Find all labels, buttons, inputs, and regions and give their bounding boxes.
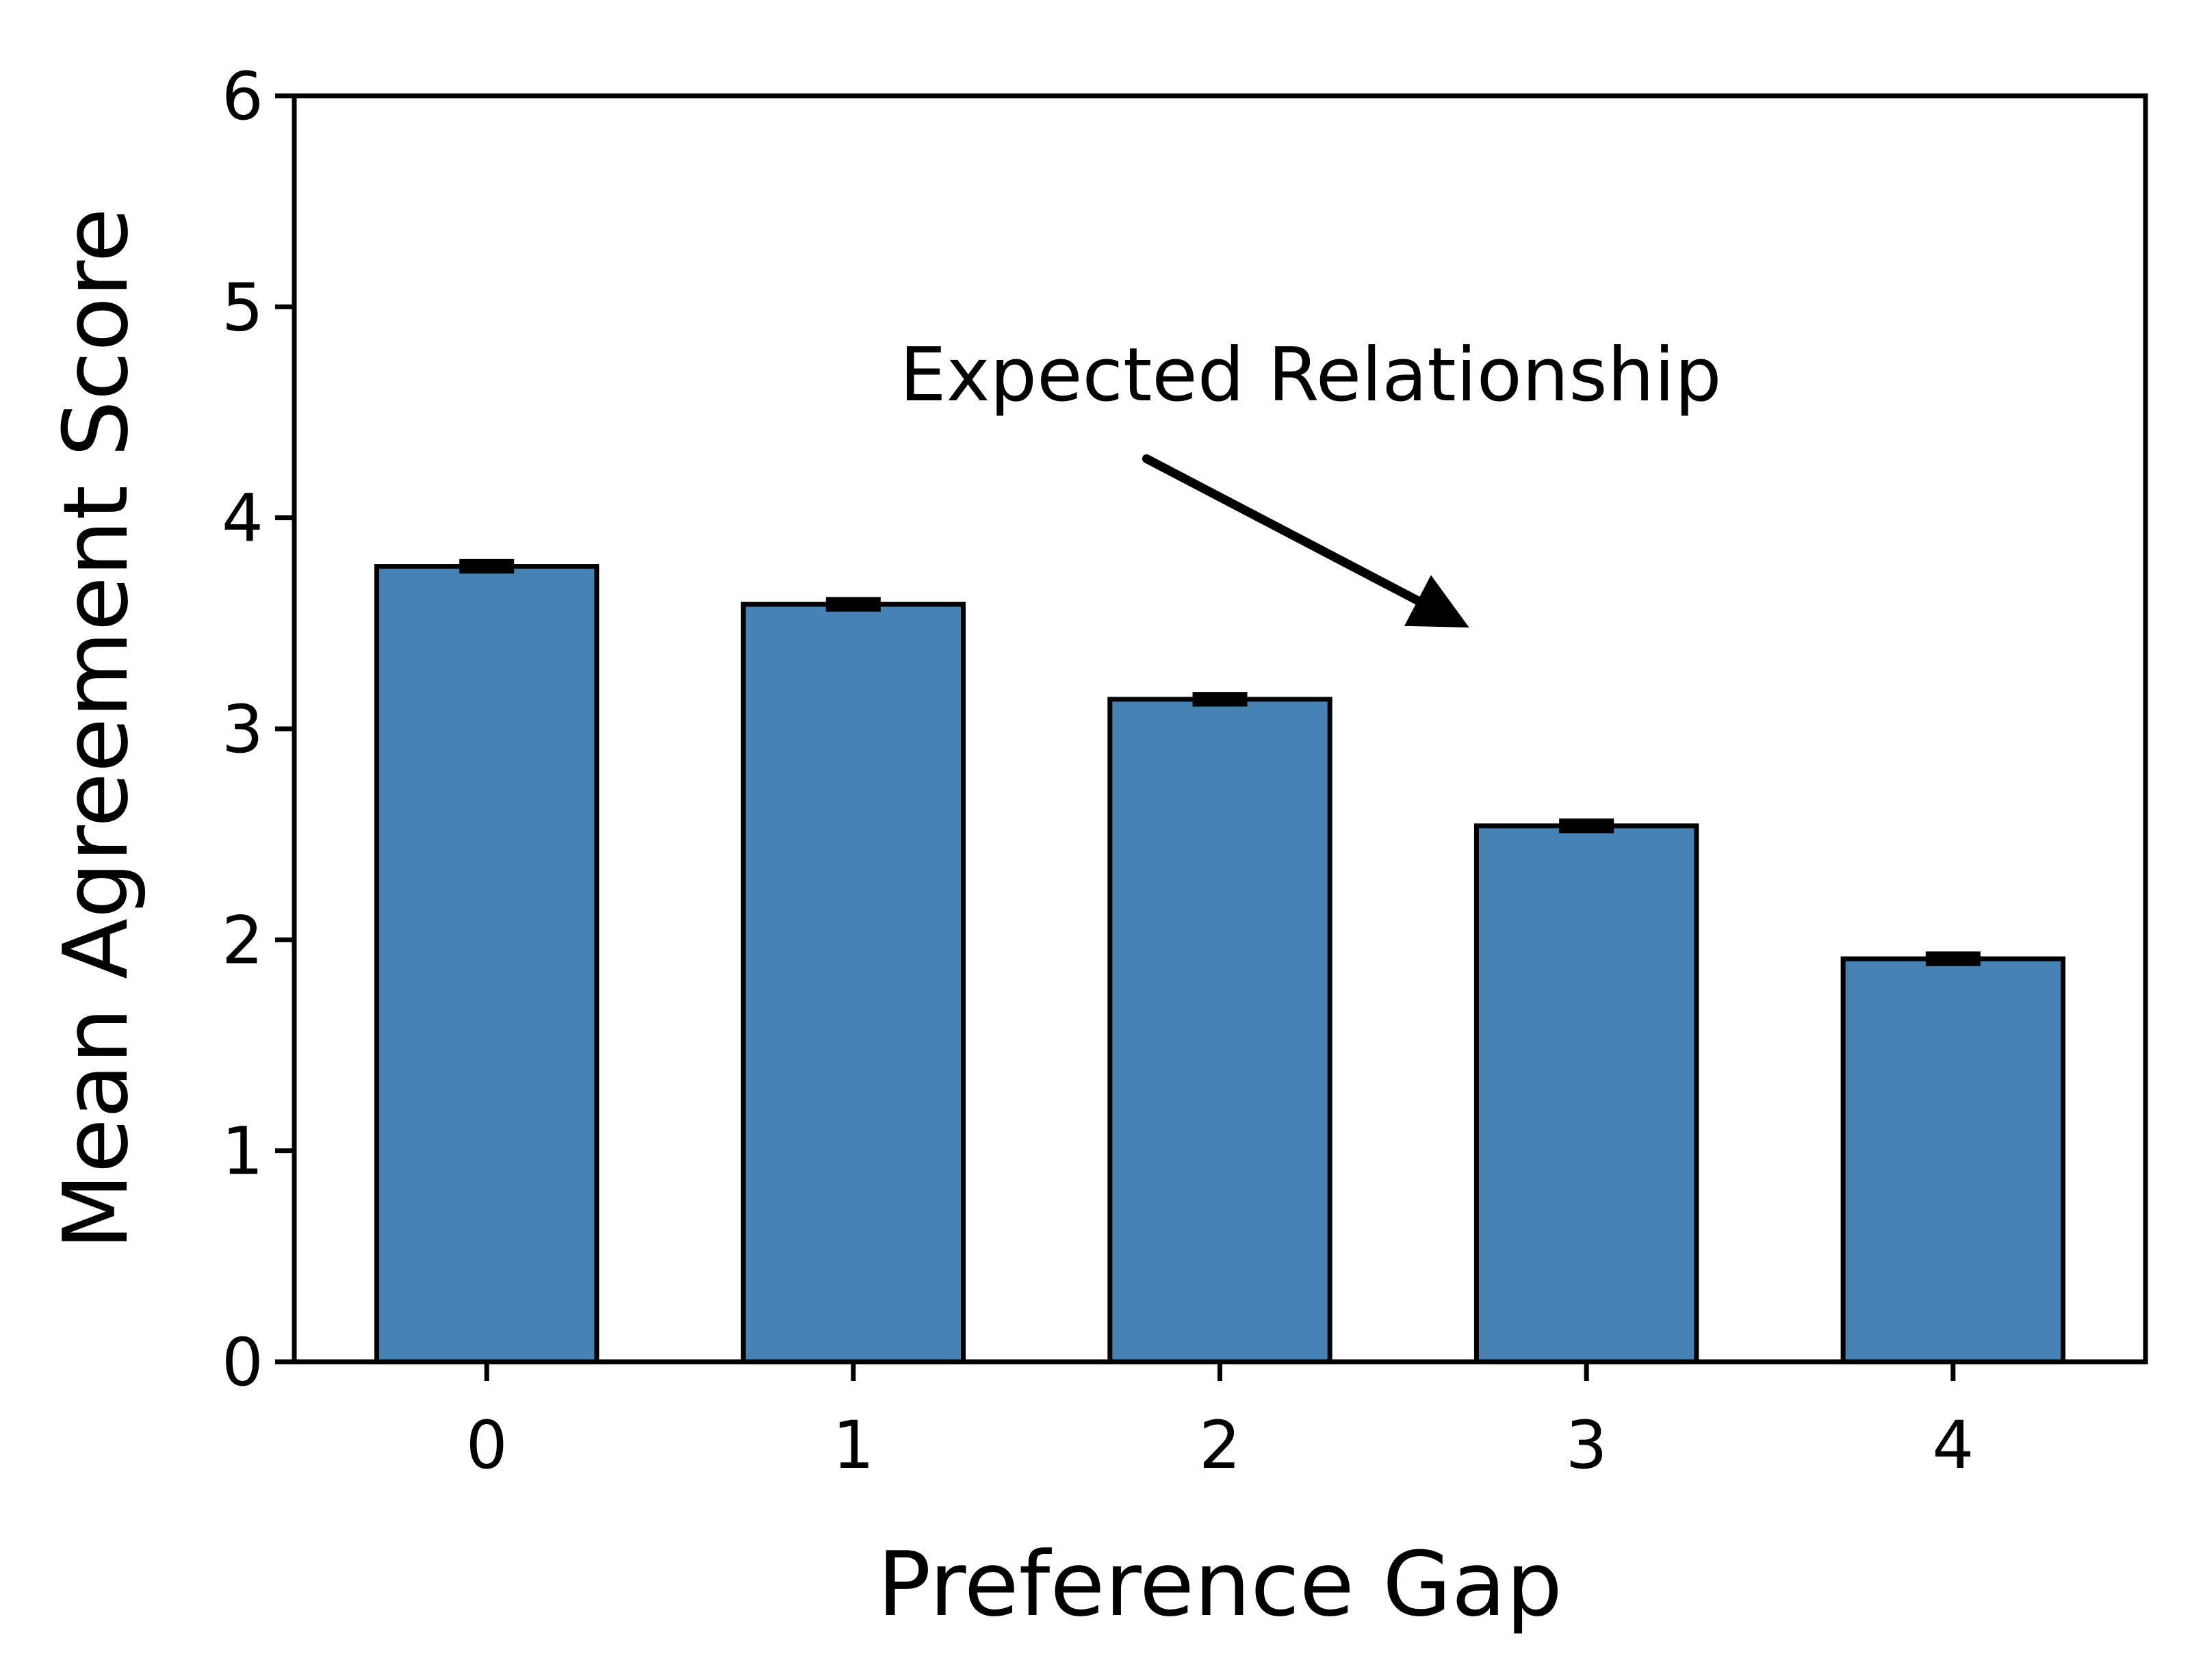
bars-layer (374, 564, 2065, 1365)
annotation: Expected Relationship (899, 333, 1722, 628)
y-tick-label: 2 (222, 902, 263, 979)
y-tick-label: 5 (222, 269, 263, 346)
x-tick-label: 3 (1566, 1407, 1608, 1484)
annotation-text: Expected Relationship (899, 333, 1721, 418)
x-tick-label: 0 (466, 1407, 508, 1484)
bar (740, 602, 966, 1365)
error-bar (1559, 818, 1614, 833)
annotation-arrow-head (1404, 575, 1469, 628)
bar (374, 564, 600, 1365)
x-tick-label: 2 (1199, 1407, 1241, 1484)
y-axis-ticks: 0 1 2 3 4 5 6 (222, 58, 294, 1401)
y-tick-label: 4 (222, 480, 263, 557)
y-tick-label: 3 (222, 691, 263, 768)
x-tick-label: 4 (1932, 1407, 1974, 1484)
x-tick-label: 1 (832, 1407, 874, 1484)
bar (1840, 956, 2065, 1365)
y-axis-title: Mean Agreement Score (44, 208, 148, 1250)
x-axis-ticks: 0 1 2 3 4 (466, 1362, 1974, 1484)
y-tick-label: 0 (222, 1324, 263, 1401)
bar (1107, 697, 1332, 1365)
error-bar (1192, 692, 1248, 707)
x-axis-title: Preference Gap (877, 1532, 1562, 1636)
error-bar (459, 558, 515, 574)
error-bar (1925, 951, 1981, 966)
error-bars-layer (459, 558, 1981, 966)
y-tick-label: 1 (222, 1113, 263, 1190)
annotation-arrow-line (1142, 454, 1428, 608)
y-tick-label: 6 (222, 58, 263, 135)
error-bar (825, 597, 881, 612)
bar (1473, 823, 1699, 1365)
